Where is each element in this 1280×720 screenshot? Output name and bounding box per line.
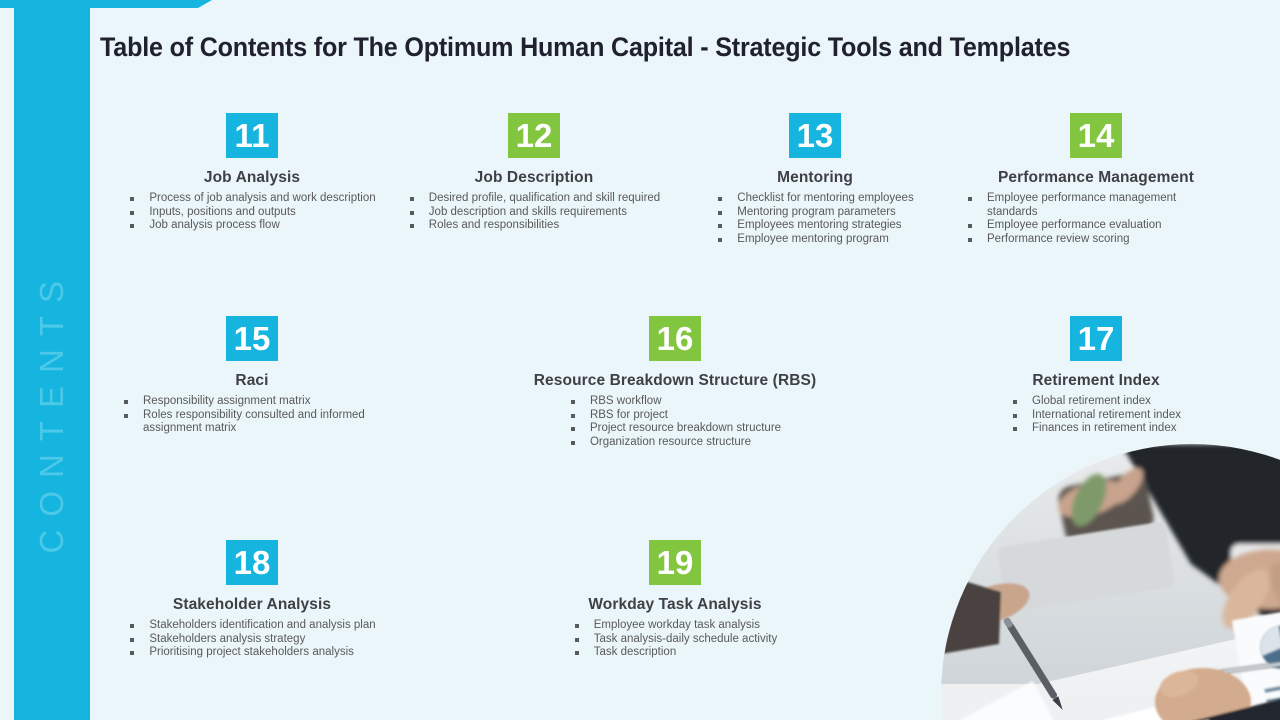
section-number-badge: 12 — [508, 113, 560, 158]
toc-section-14: 14 Performance Management Employee perfo… — [946, 113, 1246, 247]
section-title: Resource Breakdown Structure (RBS) — [533, 372, 817, 389]
section-number: 16 — [656, 319, 694, 357]
bullet-item: Process of job analysis and work descrip… — [128, 192, 376, 206]
section-title: Raci — [235, 372, 269, 389]
meeting-photo — [941, 444, 1280, 720]
section-number-badge: 14 — [1070, 113, 1122, 158]
toc-section-17: 17 Retirement Index Global retirement in… — [946, 316, 1246, 436]
section-title: Performance Management — [997, 169, 1194, 186]
section-number: 11 — [234, 116, 270, 154]
bullet-item: Responsibility assignment matrix — [122, 395, 382, 409]
section-title: Job Description — [474, 169, 594, 186]
bullet-item: Stakeholders identification and analysis… — [128, 619, 376, 633]
section-number: 12 — [515, 116, 553, 154]
section-bullets: Stakeholders identification and analysis… — [128, 619, 376, 660]
bullet-item: Job analysis process flow — [128, 219, 375, 233]
bullet-item: Global retirement index — [1011, 395, 1181, 409]
toc-section-13: 13 Mentoring Checklist for mentoring emp… — [665, 113, 965, 247]
bullet-item: Employee workday task analysis — [573, 619, 777, 633]
section-bullets: Global retirement index International re… — [1011, 395, 1181, 436]
toc-section-16: 16 Resource Breakdown Structure (RBS) RB… — [525, 316, 825, 450]
bullet-item: RBS for project — [569, 409, 781, 423]
section-title: Mentoring — [777, 169, 853, 186]
section-number-badge: 18 — [226, 540, 278, 585]
bullet-item: Employee mentoring program — [716, 233, 913, 247]
section-number: 17 — [1077, 319, 1115, 357]
section-title: Retirement Index — [1032, 372, 1160, 389]
bullet-item: Employees mentoring strategies — [716, 219, 913, 233]
section-bullets: RBS workflow RBS for project Project res… — [569, 395, 781, 449]
bullet-item: Organization resource structure — [569, 436, 781, 450]
toc-section-11: 11 Job Analysis Process of job analysis … — [102, 113, 402, 233]
section-bullets: Employee performance management standard… — [966, 192, 1226, 246]
bullet-item: Stakeholders analysis strategy — [128, 633, 375, 647]
section-number-badge: 13 — [789, 113, 841, 158]
bullet-item: Finances in retirement index — [1011, 422, 1181, 436]
bullet-item: Roles responsibility consulted and infor… — [122, 409, 382, 436]
section-title: Job Analysis — [203, 169, 301, 186]
contents-label-wrap: CONTENTS — [14, 228, 90, 593]
meeting-photo-illustration — [941, 444, 1280, 720]
section-number: 14 — [1077, 116, 1115, 154]
bullet-item: Job description and skills requirements — [408, 206, 660, 220]
contents-vertical-label: CONTENTS — [33, 267, 70, 554]
bullet-item: Task analysis-daily schedule activity — [573, 633, 777, 647]
page-title: Table of Contents for The Optimum Human … — [100, 32, 1071, 62]
sidebar-band — [14, 0, 90, 720]
bullet-item: Employee performance management standard… — [966, 192, 1226, 219]
section-number-badge: 19 — [649, 540, 701, 585]
toc-section-12: 12 Job Description Desired profile, qual… — [384, 113, 684, 233]
toc-section-15: 15 Raci Responsibility assignment matrix… — [102, 316, 402, 436]
bullet-item: Task description — [573, 646, 777, 660]
section-bullets: Checklist for mentoring employees Mentor… — [716, 192, 914, 247]
section-number: 15 — [233, 319, 271, 357]
bullet-item: Prioritising project stakeholders analys… — [128, 646, 375, 660]
bullet-item: International retirement index — [1011, 409, 1181, 423]
bullet-item: Roles and responsibilities — [408, 219, 660, 233]
section-number: 19 — [656, 543, 694, 581]
section-number-badge: 17 — [1070, 316, 1122, 361]
section-number-badge: 11 — [226, 113, 278, 158]
toc-section-19: 19 Workday Task Analysis Employee workda… — [525, 540, 825, 660]
bullet-item: Checklist for mentoring employees — [716, 192, 914, 206]
bullet-item: Project resource breakdown structure — [569, 422, 781, 436]
section-number-badge: 16 — [649, 316, 701, 361]
section-title: Workday Task Analysis — [588, 596, 762, 613]
bullet-item: Desired profile, qualification and skill… — [408, 192, 660, 206]
section-bullets: Desired profile, qualification and skill… — [408, 192, 660, 233]
bullet-item: RBS workflow — [569, 395, 781, 409]
section-bullets: Employee workday task analysis Task anal… — [573, 619, 777, 660]
section-number-badge: 15 — [226, 316, 278, 361]
top-accent-bar — [0, 0, 212, 8]
section-bullets: Responsibility assignment matrix Roles r… — [122, 395, 382, 436]
bullet-item: Performance review scoring — [966, 233, 1226, 247]
section-title: Stakeholder Analysis — [172, 596, 332, 613]
section-number: 18 — [233, 543, 271, 581]
section-bullets: Process of job analysis and work descrip… — [128, 192, 376, 233]
bullet-item: Employee performance evaluation — [966, 219, 1226, 233]
section-number: 13 — [796, 116, 834, 154]
toc-section-18: 18 Stakeholder Analysis Stakeholders ide… — [102, 540, 402, 660]
bullet-item: Inputs, positions and outputs — [128, 206, 375, 220]
bullet-item: Mentoring program parameters — [716, 206, 913, 220]
